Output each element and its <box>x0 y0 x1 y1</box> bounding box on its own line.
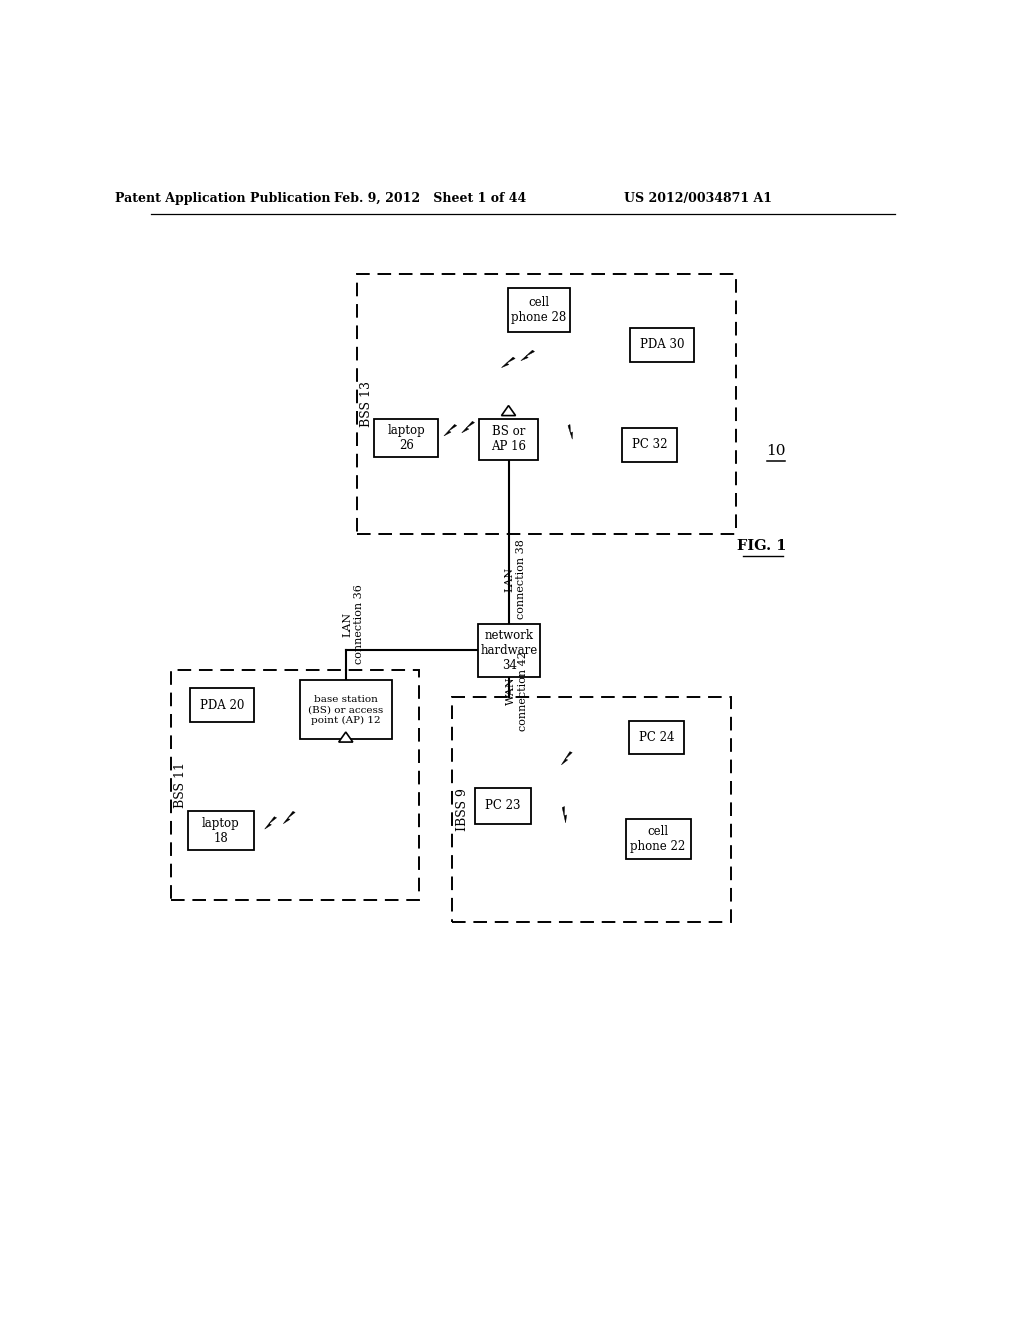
Polygon shape <box>568 425 572 440</box>
Polygon shape <box>502 358 515 368</box>
Bar <box>630 327 693 362</box>
Text: PC 23: PC 23 <box>485 800 521 813</box>
Bar <box>478 624 541 677</box>
Bar <box>630 721 684 755</box>
Text: PC 32: PC 32 <box>632 438 668 451</box>
Text: laptop
18: laptop 18 <box>202 817 240 845</box>
Bar <box>356 275 736 535</box>
Text: Patent Application Publication: Patent Application Publication <box>115 191 331 205</box>
Text: network
hardware
34: network hardware 34 <box>480 628 538 672</box>
Polygon shape <box>462 421 474 433</box>
Text: PC 24: PC 24 <box>639 731 674 744</box>
Bar <box>452 697 731 923</box>
Text: IBSS 9: IBSS 9 <box>456 788 469 832</box>
Text: laptop
26: laptop 26 <box>387 424 425 451</box>
Bar <box>190 688 254 722</box>
Bar <box>508 288 569 333</box>
Bar <box>623 428 677 462</box>
Text: PDA 20: PDA 20 <box>200 698 244 711</box>
Text: base station
(BS) or access
point (AP) 12: base station (BS) or access point (AP) 1… <box>308 694 383 725</box>
Polygon shape <box>339 733 353 742</box>
Text: BS or
AP 16: BS or AP 16 <box>492 425 526 454</box>
Text: PDA 30: PDA 30 <box>640 338 684 351</box>
Bar <box>300 681 391 739</box>
Text: cell
phone 22: cell phone 22 <box>631 825 686 853</box>
Polygon shape <box>561 751 572 764</box>
Polygon shape <box>521 350 535 360</box>
Bar <box>475 788 531 824</box>
Polygon shape <box>284 812 295 824</box>
Text: 10: 10 <box>766 444 785 458</box>
Text: US 2012/0034871 A1: US 2012/0034871 A1 <box>624 191 772 205</box>
Text: cell
phone 28: cell phone 28 <box>511 296 566 325</box>
Bar <box>375 418 438 457</box>
Text: BSS 11: BSS 11 <box>174 762 187 808</box>
Text: BSS 13: BSS 13 <box>360 381 373 428</box>
Polygon shape <box>264 817 276 829</box>
Text: LAN
connection 36: LAN connection 36 <box>343 585 365 664</box>
Bar <box>171 671 419 900</box>
Polygon shape <box>502 405 515 416</box>
Bar <box>479 418 538 461</box>
Bar <box>626 818 690 859</box>
Text: Feb. 9, 2012   Sheet 1 of 44: Feb. 9, 2012 Sheet 1 of 44 <box>334 191 526 205</box>
Text: LAN
connection 38: LAN connection 38 <box>505 540 526 619</box>
Polygon shape <box>443 425 457 436</box>
Text: FIG. 1: FIG. 1 <box>737 539 786 553</box>
Bar <box>188 812 254 850</box>
Polygon shape <box>562 807 566 822</box>
Text: WAN
connection 42: WAN connection 42 <box>506 651 527 731</box>
